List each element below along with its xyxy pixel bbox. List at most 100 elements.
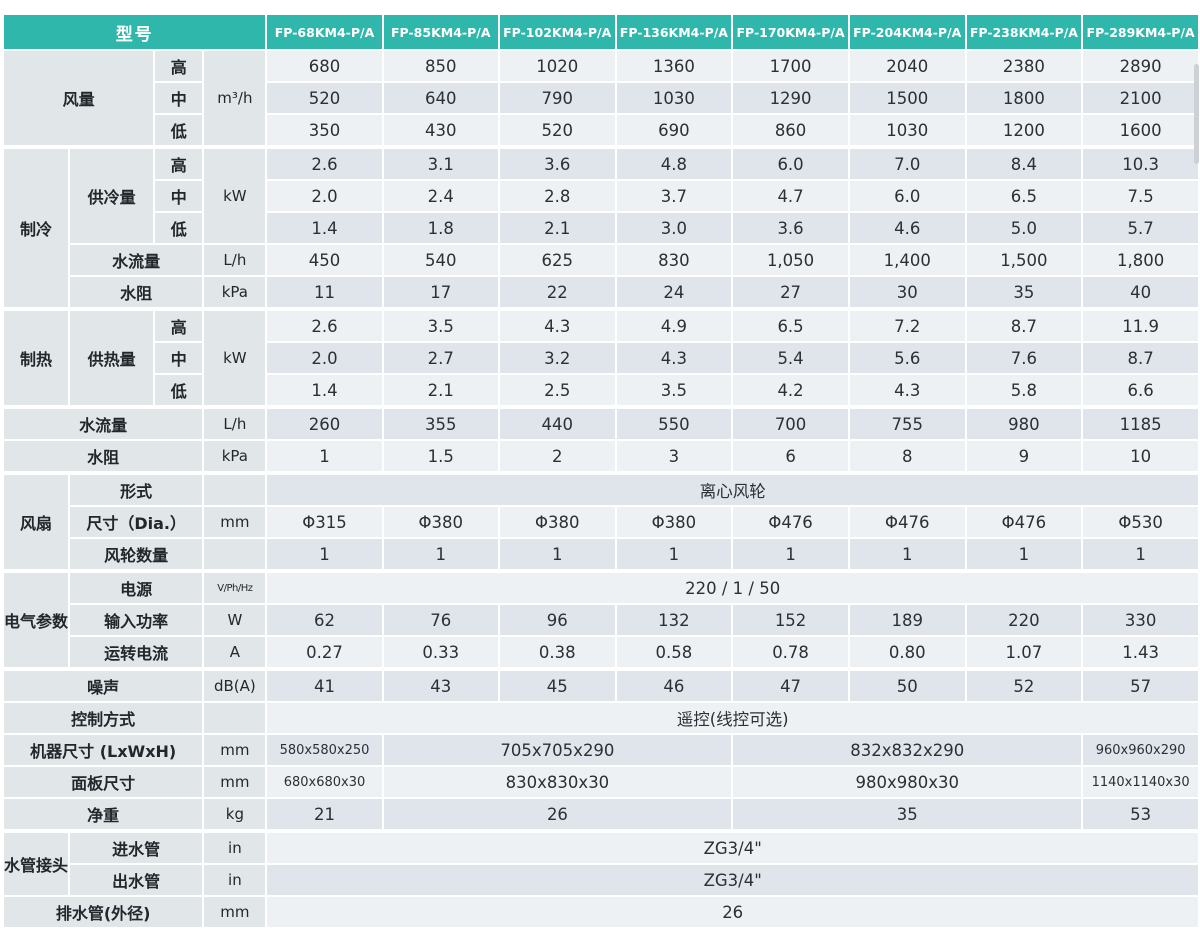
- row-group-label: 水管接头: [4, 831, 69, 895]
- value-cell: 96: [499, 605, 615, 635]
- value-cell: 640: [383, 83, 498, 113]
- table-row: 风扇 形式 离心风轮: [4, 473, 1198, 569]
- value-cell: 5.0: [966, 213, 1082, 243]
- column-header-model: FP-68KM4-P/A: [267, 15, 382, 49]
- unit-label: in: [204, 865, 266, 895]
- value-cell: 625: [499, 245, 615, 275]
- value-cell: 1: [849, 539, 965, 569]
- row-label: 进水管: [70, 831, 203, 863]
- value-cell: 57: [1083, 669, 1198, 701]
- value-cell: 17: [383, 277, 498, 307]
- table-row: 低 1.4 2.1 2.5 3.5 4.2 4.3 5.8 6.6: [4, 375, 1198, 405]
- row-group-label: 制冷: [4, 147, 69, 307]
- row-label: 出水管: [70, 865, 203, 895]
- value-cell: 2.0: [267, 181, 382, 211]
- value-cell: 350: [267, 115, 382, 145]
- value-cell: 520: [499, 115, 615, 145]
- unit-label: [204, 473, 266, 505]
- speed-level-label: 中: [155, 83, 203, 113]
- unit-label: mm: [204, 897, 266, 927]
- value-cell: 0.33: [383, 637, 498, 667]
- value-cell: 1800: [966, 83, 1082, 113]
- value-cell: 1: [499, 539, 615, 569]
- speed-level-label: 低: [155, 115, 203, 145]
- table-row: 风量高 m³/h 680 850 1020 1360 1700 2040 2380 2890: [4, 51, 1198, 145]
- value-cell: 2.4: [383, 181, 498, 211]
- value-cell: 1030: [616, 83, 732, 113]
- value-cell: 30: [849, 277, 965, 307]
- value-cell: 860: [733, 115, 848, 145]
- value-cell: 705x705x290: [383, 735, 732, 765]
- value-cell: 440: [499, 407, 615, 439]
- vertical-scrollbar-thumb[interactable]: [1194, 64, 1199, 164]
- value-cell: 2.6: [267, 147, 382, 179]
- value-cell: 1: [616, 539, 732, 569]
- merged-value-cell: 26: [267, 897, 1198, 927]
- value-cell: 1.5: [383, 441, 498, 471]
- value-cell: 35: [733, 799, 1082, 829]
- value-cell: 4.8: [616, 147, 732, 179]
- value-cell: 850: [383, 51, 498, 81]
- value-cell: 1,800: [1083, 245, 1198, 275]
- table-row: 水管接头 进水管 in ZG3/4": [4, 831, 1198, 895]
- value-cell: 9: [966, 441, 1082, 471]
- value-cell: 5.7: [1083, 213, 1198, 243]
- value-cell: 1030: [849, 115, 965, 145]
- unit-label: L/h: [204, 407, 266, 439]
- merged-value-cell: 遥控(线控可选): [267, 703, 1198, 733]
- table-row: 低 350 430 520 690 860 1030 1200 1600: [4, 115, 1198, 145]
- value-cell: 52: [966, 669, 1082, 701]
- value-cell: 830: [616, 245, 732, 275]
- value-cell: Φ476: [733, 507, 848, 537]
- row-label: 供冷量: [70, 147, 154, 243]
- unit-label: mm: [204, 735, 266, 765]
- value-cell: 1500: [849, 83, 965, 113]
- value-cell: 540: [383, 245, 498, 275]
- row-group-label: 电气参数: [4, 571, 69, 667]
- value-cell: 1: [1083, 539, 1198, 569]
- value-cell: 26: [383, 799, 732, 829]
- value-cell: 700: [733, 407, 848, 439]
- value-cell: 3.7: [616, 181, 732, 211]
- value-cell: 790: [499, 83, 615, 113]
- value-cell: 0.58: [616, 637, 732, 667]
- value-cell: 152: [733, 605, 848, 635]
- table-corner-model-label: 型号: [4, 15, 266, 49]
- unit-label: kW: [204, 147, 266, 243]
- unit-label: W: [204, 605, 266, 635]
- table-row: 净重 kg 21 26 35 53: [4, 799, 1198, 829]
- value-cell: 1,500: [966, 245, 1082, 275]
- value-cell: 2.5: [499, 375, 615, 405]
- value-cell: 1,050: [733, 245, 848, 275]
- row-group-label: 风量: [4, 51, 154, 145]
- value-cell: 4.3: [616, 343, 732, 373]
- value-cell: 4.3: [849, 375, 965, 405]
- value-cell: 27: [733, 277, 848, 307]
- value-cell: 6.6: [1083, 375, 1198, 405]
- table-row: 排水管(外径) mm 26: [4, 897, 1198, 927]
- column-header-model: FP-85KM4-P/A: [383, 15, 498, 49]
- value-cell: 2.1: [499, 213, 615, 243]
- speed-level-label: 高: [155, 147, 203, 179]
- value-cell: 1200: [966, 115, 1082, 145]
- column-header-model: FP-170KM4-P/A: [733, 15, 848, 49]
- value-cell: 2040: [849, 51, 965, 81]
- row-label: 水阻: [4, 441, 203, 471]
- value-cell: 430: [383, 115, 498, 145]
- row-label: 风轮数量: [70, 539, 203, 569]
- value-cell: 7.6: [966, 343, 1082, 373]
- value-cell: 5.4: [733, 343, 848, 373]
- table-row: 中 2.0 2.7 3.2 4.3 5.4 5.6 7.6 8.7: [4, 343, 1198, 373]
- value-cell: 220: [966, 605, 1082, 635]
- table-row: 尺寸（Dia.） mm Φ315 Φ380 Φ380 Φ380 Φ476 Φ476 Φ476 Φ5…: [4, 507, 1198, 537]
- unit-label: mm: [204, 767, 266, 797]
- table-row: 出水管 in ZG3/4": [4, 865, 1198, 895]
- row-label: 排水管(外径): [4, 897, 203, 927]
- value-cell: 960x960x290: [1083, 735, 1198, 765]
- speed-level-label: 高: [155, 309, 203, 341]
- value-cell: 680x680x30: [267, 767, 382, 797]
- value-cell: 6.0: [849, 181, 965, 211]
- unit-label: mm: [204, 507, 266, 537]
- merged-value-cell: 220 / 1 / 50: [267, 571, 1198, 603]
- value-cell: 755: [849, 407, 965, 439]
